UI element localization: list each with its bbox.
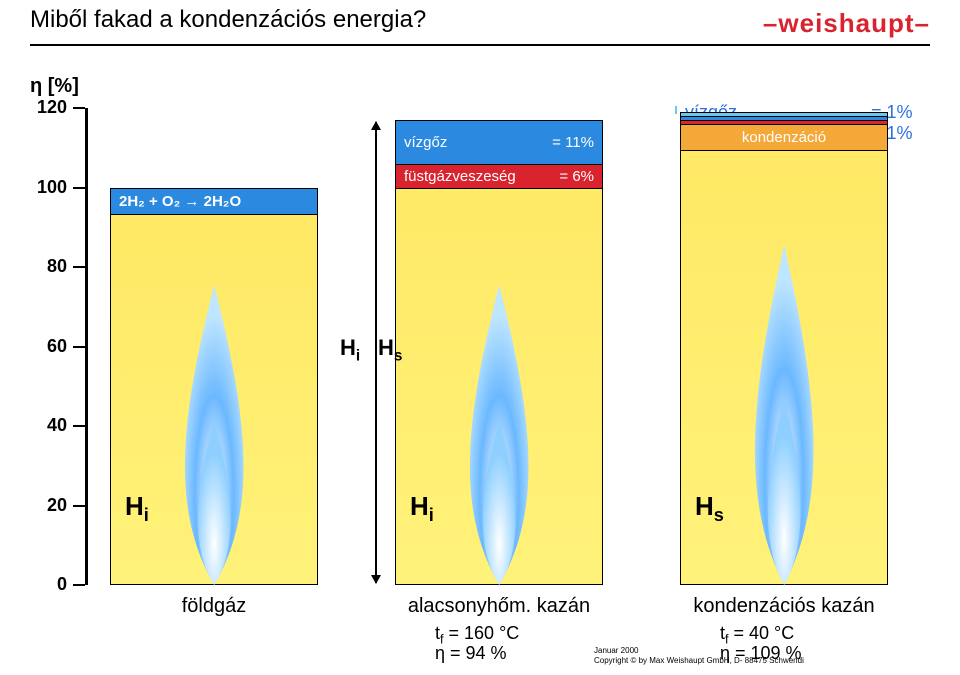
bar-param: η = 94 % (435, 643, 507, 664)
heating-value-symbol: Hs (695, 491, 724, 526)
bar-header-text: = 11% (552, 134, 594, 151)
logo-text: weishaupt (778, 8, 914, 38)
bar-header-text: vízgőz (404, 134, 447, 151)
y-tick-label: 100 (27, 177, 67, 198)
bar-caption: földgáz (110, 595, 318, 618)
bar-caption: alacsonyhőm. kazán (395, 595, 603, 618)
y-tick-label: 40 (27, 415, 67, 436)
heating-value-symbol: Hi (410, 491, 434, 526)
flame (442, 285, 556, 585)
flame-icon (442, 285, 556, 585)
title-divider (30, 44, 930, 46)
logo-prefix: – (763, 8, 778, 38)
flame-icon (157, 285, 271, 585)
bar-header-text: = 6% (559, 168, 594, 185)
flame-icon (727, 245, 841, 585)
mid-symbol: Hi (340, 335, 360, 365)
flame (727, 245, 841, 585)
bar-header-text: füstgázveszeség (404, 168, 516, 185)
y-axis-label: η [%] (30, 75, 79, 98)
y-tick-label: 0 (27, 574, 67, 595)
footer-date: Januar 2000 (594, 646, 638, 655)
bar-header-text: 2H₂ + O₂ → 2H₂O (119, 193, 241, 210)
bar-header-strip: vízgőz = 11% (396, 121, 602, 165)
page-title: Miből fakad a kondenzációs energia? (30, 6, 426, 34)
y-tick-label: 80 (27, 256, 67, 277)
flame (157, 285, 271, 585)
y-tick-label: 60 (27, 336, 67, 357)
footer-copyright: Copyright © by Max Weishaupt GmbH, D- 88… (594, 656, 804, 665)
bar-caption: kondenzációs kazán (680, 595, 888, 618)
bar-header-text: kondenzáció (681, 129, 887, 146)
y-tick-label: 120 (27, 97, 67, 118)
range-arrow (375, 122, 377, 583)
bar-header-strip: füstgázveszeség = 6% (396, 165, 602, 189)
brand-logo: –weishaupt– (763, 8, 930, 39)
bar-header-strip: kondenzáció (681, 125, 887, 151)
heating-value-symbol: Hi (125, 491, 149, 526)
bar-header-strip: 2H₂ + O₂ → 2H₂O (111, 189, 317, 215)
logo-suffix: – (915, 8, 930, 38)
page: Miből fakad a kondenzációs energia? –wei… (0, 0, 960, 675)
mid-symbol: Hs (378, 335, 402, 365)
y-tick-label: 20 (27, 495, 67, 516)
